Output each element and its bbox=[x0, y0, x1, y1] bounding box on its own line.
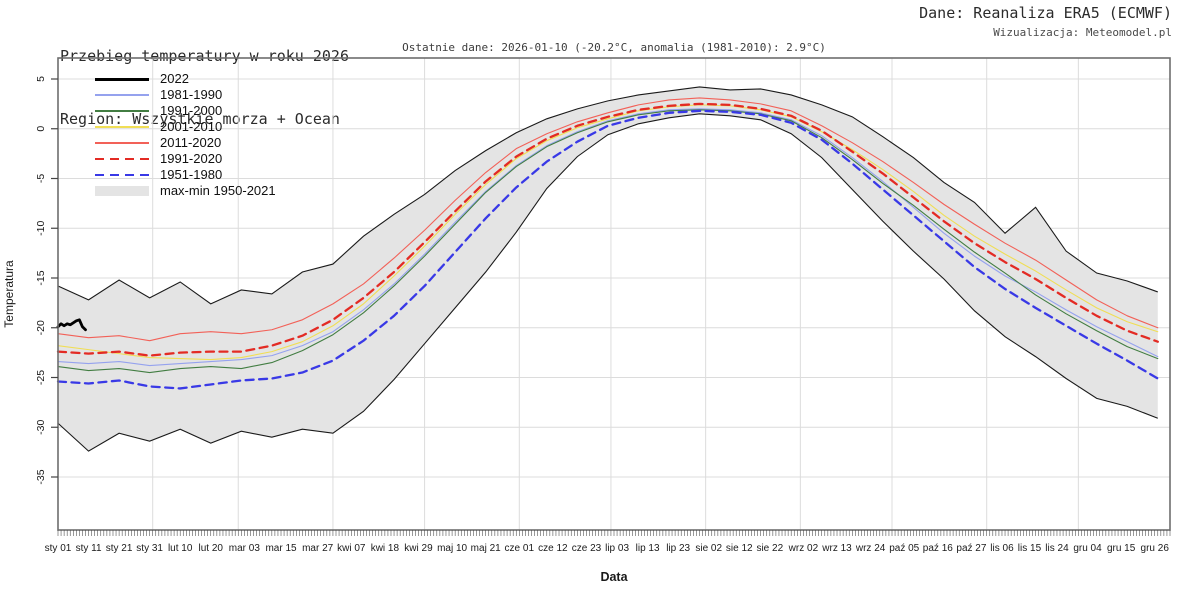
legend-label: 1951-1980 bbox=[160, 167, 223, 182]
legend-swatch-2022 bbox=[95, 77, 149, 81]
x-tick-label: wrz 24 bbox=[855, 543, 886, 554]
x-tick-label: wrz 13 bbox=[821, 543, 852, 554]
legend-swatch-2011-2020 bbox=[95, 142, 149, 144]
last-data-note: Ostatnie dane: 2026-01-10 (-20.2°C, anom… bbox=[402, 41, 826, 54]
x-tick-label: kwi 18 bbox=[371, 543, 400, 554]
legend-swatch-2001-2010 bbox=[95, 126, 149, 128]
x-tick-label: lip 03 bbox=[605, 543, 629, 554]
band-lower-edge bbox=[57, 113, 1158, 452]
x-tick-label: lip 23 bbox=[666, 543, 690, 554]
series-1951-1980 bbox=[56, 109, 1159, 390]
legend-swatch-1991-2020 bbox=[95, 157, 149, 161]
legend-label: 1981-1990 bbox=[160, 87, 223, 102]
x-tick-label: wrz 02 bbox=[788, 543, 819, 554]
y-tick-label: -10 bbox=[35, 221, 47, 236]
legend-swatch-max-min 1950-2021 bbox=[95, 186, 149, 196]
x-tick-label: lut 10 bbox=[168, 543, 193, 554]
legend-item: 1951-1980 bbox=[95, 167, 276, 183]
page-title: Przebieg temperatury w roku 2026 bbox=[60, 47, 349, 65]
legend-item: 1991-2000 bbox=[95, 103, 276, 119]
y-tick-label: -15 bbox=[35, 270, 47, 285]
legend-label: 2011-2020 bbox=[160, 135, 222, 150]
y-tick-label: -35 bbox=[35, 469, 47, 484]
y-axis-title: Temperatura bbox=[2, 260, 16, 328]
x-tick-label: lis 24 bbox=[1045, 543, 1069, 554]
series-1991-2000 bbox=[57, 109, 1159, 374]
x-tick-label: kwi 29 bbox=[404, 543, 433, 554]
x-tick-label: cze 23 bbox=[572, 543, 602, 554]
legend-swatch-1991-2000 bbox=[95, 110, 149, 112]
legend-item: 2001-2010 bbox=[95, 119, 276, 135]
x-tick-label: gru 04 bbox=[1073, 543, 1102, 554]
y-tick-label: -20 bbox=[35, 320, 47, 335]
x-tick-label: sie 22 bbox=[756, 543, 783, 554]
band-upper-edge bbox=[57, 86, 1158, 305]
x-tick-label: lip 13 bbox=[636, 543, 660, 554]
legend-item: max-min 1950-2021 bbox=[95, 183, 276, 199]
x-tick-label: cze 01 bbox=[505, 543, 535, 554]
series-2022 bbox=[56, 318, 87, 332]
legend: 2022 1981-1990 1991-2000 2001-2010 2011-2020… bbox=[95, 71, 276, 199]
series-1991-2020 bbox=[56, 102, 1159, 357]
legend-item: 1981-1990 bbox=[95, 87, 276, 103]
legend-label: 1991-2020 bbox=[160, 151, 223, 166]
x-tick-label: sty 11 bbox=[76, 543, 102, 554]
x-tick-label: sty 31 bbox=[136, 543, 163, 554]
x-axis-title: Data bbox=[600, 570, 628, 584]
legend-item: 2011-2020 bbox=[95, 135, 276, 151]
x-tick-label: mar 27 bbox=[302, 543, 334, 554]
x-tick-label: maj 10 bbox=[437, 543, 467, 554]
minmax-band bbox=[58, 86, 1158, 452]
x-tick-label: lis 06 bbox=[990, 543, 1014, 554]
series-1981-1990 bbox=[57, 108, 1159, 367]
legend-item: 2022 bbox=[95, 71, 276, 87]
x-tick-label: paź 27 bbox=[956, 543, 986, 554]
x-tick-label: mar 15 bbox=[265, 543, 297, 554]
legend-swatch-1981-1990 bbox=[95, 94, 149, 96]
y-tick-label: 0 bbox=[35, 126, 47, 132]
legend-swatch-1951-1980 bbox=[95, 173, 149, 177]
x-tick-label: mar 03 bbox=[229, 543, 261, 554]
x-tick-label: cze 12 bbox=[538, 543, 568, 554]
x-tick-label: paź 16 bbox=[923, 543, 953, 554]
source-block: Dane: Reanaliza ERA5 (ECMWF) Wizualizacj… bbox=[919, 4, 1172, 39]
x-tick-label: gru 15 bbox=[1107, 543, 1136, 554]
legend-label: 2001-2010 bbox=[160, 119, 223, 134]
y-tick-label: -5 bbox=[35, 174, 47, 183]
x-tick-label: sty 01 bbox=[45, 543, 72, 554]
legend-item: 1991-2020 bbox=[95, 151, 276, 167]
x-tick-label: paź 05 bbox=[889, 543, 919, 554]
x-tick-label: lis 15 bbox=[1018, 543, 1042, 554]
x-tick-label: sie 12 bbox=[726, 543, 753, 554]
x-tick-label: sie 02 bbox=[695, 543, 722, 554]
y-tick-label: -30 bbox=[35, 420, 47, 435]
series-2001-2010 bbox=[57, 104, 1159, 361]
x-tick-label: gru 26 bbox=[1141, 543, 1170, 554]
legend-label: max-min 1950-2021 bbox=[160, 183, 276, 198]
series-2011-2020 bbox=[57, 97, 1159, 342]
legend-label: 2022 bbox=[160, 71, 189, 86]
x-tick-label: kwi 07 bbox=[337, 543, 366, 554]
x-tick-label: maj 21 bbox=[471, 543, 501, 554]
x-tick-label: lut 20 bbox=[199, 543, 224, 554]
data-source-label: Dane: Reanaliza ERA5 (ECMWF) bbox=[919, 4, 1172, 22]
legend-label: 1991-2000 bbox=[160, 103, 223, 118]
y-tick-label: 5 bbox=[35, 76, 47, 82]
y-tick-label: -25 bbox=[35, 370, 47, 385]
visualization-credit: Wizualizacja: Meteomodel.pl bbox=[993, 26, 1172, 39]
x-tick-label: sty 21 bbox=[106, 543, 133, 554]
